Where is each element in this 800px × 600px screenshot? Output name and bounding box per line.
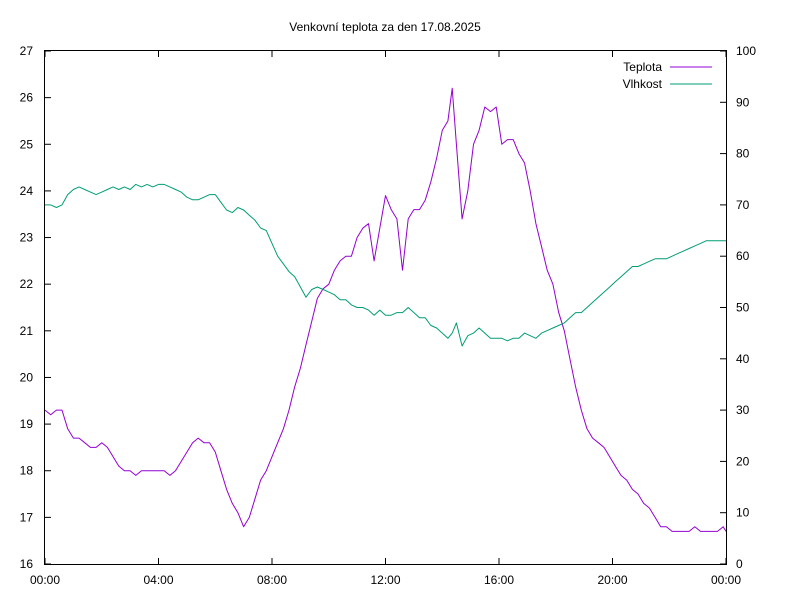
y-tick-label: 23 bbox=[20, 231, 34, 245]
series-line-vlhkost bbox=[45, 183, 726, 347]
y2-tick-label: 20 bbox=[736, 454, 750, 468]
y-tick-label: 24 bbox=[20, 184, 34, 198]
x-tick-label: 08:00 bbox=[257, 573, 287, 587]
y2-tick-label: 10 bbox=[736, 506, 750, 520]
y2-tick-label: 100 bbox=[736, 44, 756, 58]
legend-label: Vlhkost bbox=[623, 77, 663, 91]
y-tick-label: 21 bbox=[20, 324, 34, 338]
y-tick-label: 18 bbox=[20, 464, 34, 478]
y2-tick-label: 50 bbox=[736, 301, 750, 315]
x-tick-label: 00:00 bbox=[30, 573, 60, 587]
y-tick-label: 26 bbox=[20, 91, 34, 105]
legend-label: Teplota bbox=[623, 60, 662, 74]
series-group bbox=[44, 87, 727, 532]
y-tick-label: 22 bbox=[20, 277, 34, 291]
x-tick-label: 20:00 bbox=[597, 573, 627, 587]
y-tick-label: 20 bbox=[20, 370, 34, 384]
y-tick-label: 27 bbox=[20, 44, 34, 58]
y2-tick-label: 40 bbox=[736, 352, 750, 366]
y2-tick-label: 0 bbox=[736, 557, 743, 571]
y-tick-label: 19 bbox=[20, 417, 34, 431]
y2-tick-label: 70 bbox=[736, 198, 750, 212]
series-line-teplota bbox=[44, 87, 727, 532]
y-tick-label: 17 bbox=[20, 510, 34, 524]
x-tick-label: 16:00 bbox=[484, 573, 514, 587]
y2-tick-label: 30 bbox=[736, 403, 750, 417]
y2-tick-label: 60 bbox=[736, 249, 750, 263]
y-tick-label: 25 bbox=[20, 137, 34, 151]
legend: Teplota Vlhkost bbox=[623, 60, 712, 91]
y2-tick-label: 90 bbox=[736, 95, 750, 109]
x-tick-label: 00:00 bbox=[711, 573, 741, 587]
axis-ticks: 00:00 04:00 08:00 12:00 16:00 20:00 00:00 16 17 1… bbox=[20, 44, 757, 587]
x-tick-label: 12:00 bbox=[370, 573, 400, 587]
y-tick-label: 16 bbox=[20, 557, 34, 571]
y2-tick-label: 80 bbox=[736, 147, 750, 161]
x-tick-label: 04:00 bbox=[143, 573, 173, 587]
chart-title: Venkovní teplota za den 17.08.2025 bbox=[289, 20, 481, 34]
plot-frame bbox=[44, 50, 727, 565]
